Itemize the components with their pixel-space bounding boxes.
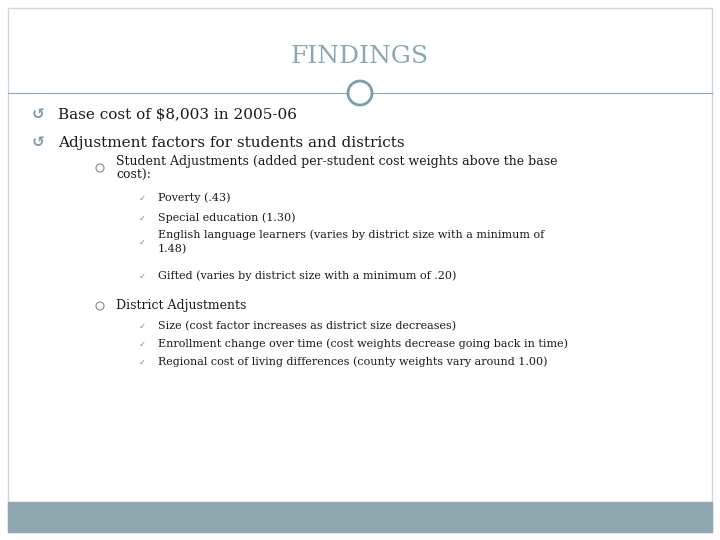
Text: English language learners (varies by district size with a minimum of
1.48): English language learners (varies by dis…: [158, 230, 544, 254]
Bar: [8, 502, 712, 532]
Text: ✓: ✓: [138, 321, 145, 330]
Text: ✓: ✓: [138, 272, 145, 280]
FancyBboxPatch shape: [8, 8, 712, 532]
Text: cost):: cost):: [116, 168, 151, 181]
Text: ↺: ↺: [32, 107, 45, 123]
Text: Enrollment change over time (cost weights decrease going back in time): Enrollment change over time (cost weight…: [158, 339, 568, 349]
Text: Size (cost factor increases as district size decreases): Size (cost factor increases as district …: [158, 321, 456, 331]
Text: Poverty (.43): Poverty (.43): [158, 193, 230, 203]
Text: ✓: ✓: [138, 193, 145, 202]
Text: FINDINGS: FINDINGS: [291, 45, 429, 68]
Text: ✓: ✓: [138, 357, 145, 367]
Text: Base cost of $8,003 in 2005-06: Base cost of $8,003 in 2005-06: [58, 108, 297, 122]
Text: ✓: ✓: [138, 238, 145, 246]
Text: ↺: ↺: [32, 136, 45, 151]
Text: ✓: ✓: [138, 213, 145, 222]
Text: ✓: ✓: [138, 340, 145, 348]
Circle shape: [348, 81, 372, 105]
Text: Special education (1.30): Special education (1.30): [158, 213, 295, 223]
Text: Regional cost of living differences (county weights vary around 1.00): Regional cost of living differences (cou…: [158, 357, 547, 367]
Text: Gifted (varies by district size with a minimum of .20): Gifted (varies by district size with a m…: [158, 271, 456, 281]
Text: Student Adjustments (added per-student cost weights above the base: Student Adjustments (added per-student c…: [116, 154, 557, 167]
Text: District Adjustments: District Adjustments: [116, 300, 246, 313]
Text: Adjustment factors for students and districts: Adjustment factors for students and dist…: [58, 136, 405, 150]
